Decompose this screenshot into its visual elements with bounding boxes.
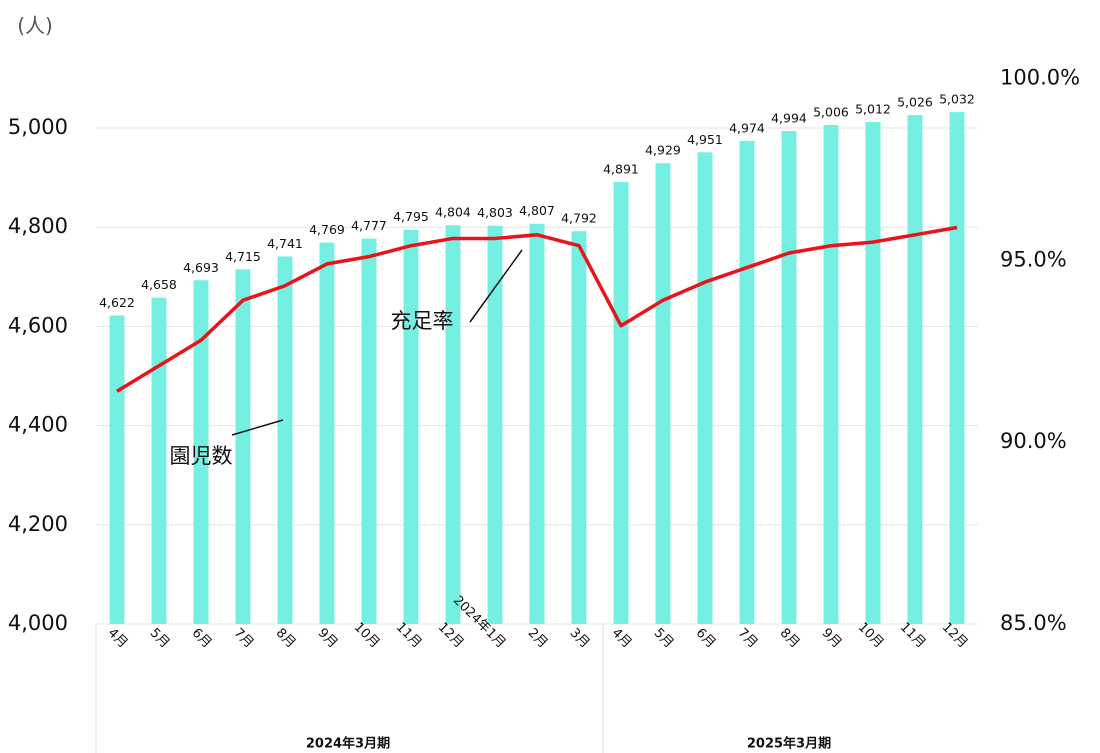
bar	[529, 223, 545, 624]
group-label: 2025年3月期	[747, 736, 831, 752]
y-tick-label: 4,800	[8, 214, 68, 238]
x-tick-label: 6月	[189, 626, 215, 652]
x-tick-label: 10月	[351, 620, 382, 651]
series-annotation: 園児数	[170, 444, 233, 468]
data-label: 4,795	[393, 209, 429, 224]
y-tick-label: 4,000	[8, 611, 68, 635]
bar	[697, 152, 713, 624]
bar	[613, 182, 629, 624]
x-tick-label: 2月	[525, 626, 551, 652]
bar	[823, 125, 839, 625]
data-label: 4,891	[603, 162, 639, 177]
x-tick-label: 9月	[819, 626, 845, 652]
data-label: 5,012	[855, 102, 891, 117]
line	[116, 225, 958, 393]
x-tick-label: 5月	[651, 626, 677, 652]
y2-tick-label: 85.0%	[1000, 611, 1067, 635]
x-tick-label: 10月	[855, 620, 886, 651]
y-tick-label: 4,600	[8, 313, 68, 337]
annotation-leader	[469, 249, 523, 323]
bar	[907, 115, 923, 624]
y2-tick-label: 100.0%	[1000, 65, 1080, 89]
x-tick-label: 7月	[735, 626, 761, 652]
x-tick-label: 11月	[897, 620, 928, 651]
x-tick-label: 8月	[777, 626, 803, 652]
data-label: 4,658	[141, 277, 177, 292]
bar	[109, 315, 125, 624]
data-label: 4,803	[477, 205, 513, 220]
bar	[949, 112, 965, 625]
data-label: 4,974	[729, 120, 765, 135]
data-label: 4,777	[351, 218, 387, 233]
data-label: 4,994	[771, 110, 807, 125]
bar	[361, 238, 377, 624]
x-tick-label: 11月	[393, 620, 424, 651]
x-tick-label: 3月	[567, 626, 593, 652]
bar	[445, 225, 461, 624]
data-label: 4,929	[645, 143, 681, 158]
series-annotation: 充足率	[391, 309, 454, 333]
data-label: 4,769	[309, 222, 345, 237]
data-label: 4,715	[225, 249, 261, 264]
x-tick-label: 6月	[693, 626, 719, 652]
x-tick-label: 12月	[939, 620, 970, 651]
data-label: 4,804	[435, 205, 471, 220]
y2-tick-label: 90.0%	[1000, 429, 1067, 453]
data-label: 4,622	[99, 295, 135, 310]
group-label: 2024年3月期	[306, 736, 390, 752]
bar	[487, 225, 503, 624]
bar	[319, 242, 335, 625]
bar	[403, 229, 419, 624]
bar	[193, 280, 209, 624]
x-tick-label: 8月	[273, 626, 299, 652]
y-unit-label: (人)	[17, 14, 53, 38]
bar	[151, 297, 167, 624]
x-tick-label: 9月	[315, 626, 341, 652]
x-tick-label: 7月	[231, 626, 257, 652]
bar	[235, 269, 251, 624]
bar	[277, 256, 293, 624]
data-label: 4,693	[183, 260, 219, 275]
data-label: 5,032	[939, 92, 975, 107]
bar	[571, 231, 587, 624]
bar	[781, 130, 797, 624]
bar	[739, 140, 755, 624]
data-label: 4,792	[561, 211, 597, 226]
x-tick-label: 12月	[435, 620, 466, 651]
data-label: 4,951	[687, 132, 723, 147]
bar	[655, 163, 671, 624]
annotation-leader	[231, 419, 284, 436]
data-label: 4,807	[519, 203, 555, 218]
data-label: 4,741	[267, 236, 303, 251]
y2-tick-label: 95.0%	[1000, 247, 1067, 271]
x-tick-label: 4月	[105, 626, 131, 652]
y-tick-label: 5,000	[8, 115, 68, 139]
bar	[865, 122, 881, 624]
data-label: 5,006	[813, 105, 849, 120]
x-tick-label: 4月	[609, 626, 635, 652]
data-label: 5,026	[897, 95, 933, 110]
x-tick-label: 5月	[147, 626, 173, 652]
y-tick-label: 4,400	[8, 413, 68, 437]
y-tick-label: 4,200	[8, 512, 68, 536]
